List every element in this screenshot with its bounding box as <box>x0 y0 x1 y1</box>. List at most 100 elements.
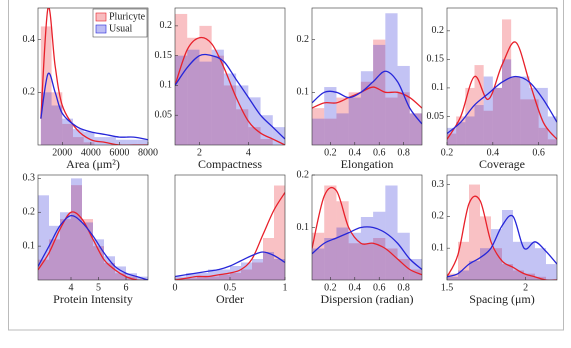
x-tick-label: 8000 <box>138 147 158 158</box>
kde-curve <box>175 251 285 278</box>
axes-box <box>311 7 423 146</box>
kde-curve <box>175 53 285 140</box>
histogram-bar <box>186 278 197 280</box>
histogram-bar <box>211 49 224 145</box>
x-tick-label: 5 <box>96 282 101 293</box>
histogram-bar <box>223 73 237 145</box>
histogram-bar <box>312 248 325 280</box>
x-tick-label: 0 <box>173 282 178 293</box>
y-tick-label: 0.1 <box>297 87 310 98</box>
histogram-bar <box>248 97 261 145</box>
histogram-bar <box>447 276 458 280</box>
histogram-bar <box>474 105 484 145</box>
histogram-bar <box>511 76 521 145</box>
axes-box <box>446 7 558 146</box>
x-tick-label: 0.2 <box>441 147 454 158</box>
plot-area <box>447 184 557 280</box>
histogram-bar <box>511 76 521 145</box>
x-tick-label: 0.6 <box>373 282 386 293</box>
histogram-bar <box>360 243 374 280</box>
axes-box <box>37 7 149 146</box>
histogram-bar <box>104 256 115 280</box>
x-tick-label: 0.4 <box>349 147 362 158</box>
kde-curve <box>447 41 557 140</box>
panel: 2 4 0.05 0.1 0.15 0.2 Compactness <box>155 7 286 171</box>
histogram-bar <box>208 269 219 280</box>
histogram-bar <box>456 122 466 145</box>
y-tick-label: 0.2 <box>297 169 310 180</box>
histogram-bar <box>502 19 512 145</box>
y-tick-label: 0.2 <box>432 211 445 222</box>
histogram-bar <box>483 76 493 145</box>
histogram-bar <box>336 227 349 280</box>
y-tick-label: 0.3 <box>23 173 36 184</box>
histogram-bar <box>263 252 274 280</box>
histogram-bar <box>397 65 410 145</box>
histogram-bar <box>520 76 530 145</box>
x-tick-label: 0.2 <box>324 147 337 158</box>
histogram-bar <box>502 210 513 280</box>
histogram-bar <box>373 238 386 280</box>
histogram-bar <box>546 264 557 280</box>
plot-area <box>38 178 148 280</box>
histogram-bar <box>186 273 197 280</box>
histogram-bar <box>230 273 241 280</box>
histogram-bar <box>71 185 82 280</box>
x-tick-label: 4 <box>246 147 251 158</box>
x-axis-label: Order <box>216 292 244 306</box>
kde-curve <box>447 214 557 278</box>
histogram-bar <box>535 248 546 280</box>
histogram-bar <box>373 44 386 145</box>
x-axis-label: Area (μm²) <box>66 157 120 171</box>
histogram-bar <box>397 232 410 280</box>
histogram-bar <box>312 108 325 145</box>
histogram-bar <box>175 276 186 280</box>
axes-box <box>37 174 149 281</box>
y-tick-label: 0.1 <box>432 82 445 93</box>
histogram-bar <box>236 85 249 145</box>
histogram-bar <box>458 270 469 280</box>
x-axis-label: Compactness <box>198 157 262 171</box>
histogram-bar <box>480 216 491 280</box>
histogram-bar <box>348 92 361 145</box>
histogram-bar <box>105 137 116 145</box>
plot-area <box>312 13 422 145</box>
histogram-bar <box>40 26 52 145</box>
legend-swatch <box>95 24 107 34</box>
y-tick-label: 0.15 <box>155 50 173 61</box>
x-tick-label: 2000 <box>52 147 72 158</box>
kde-curve <box>447 75 557 135</box>
histogram-bar <box>547 116 557 145</box>
x-axis-label: Protein Intensity <box>53 292 133 306</box>
histogram-bar <box>480 248 491 280</box>
axes-box <box>174 7 286 146</box>
kde-curve <box>40 8 148 145</box>
histogram-bar <box>491 248 502 280</box>
x-tick-label: 4 <box>69 282 74 293</box>
histogram-bar <box>474 65 484 145</box>
histogram-bar <box>223 85 237 145</box>
x-tick-label: 4000 <box>81 147 101 158</box>
histogram-bar <box>547 139 557 145</box>
histogram-bar <box>115 139 127 145</box>
kde-curve <box>40 72 148 141</box>
histogram-bar <box>49 225 60 280</box>
histogram-bar <box>312 232 325 280</box>
histogram-bar <box>38 259 49 280</box>
histogram-bar <box>115 273 126 280</box>
y-tick-label: 0.3 <box>432 179 445 190</box>
histogram-bar <box>336 97 349 145</box>
y-tick-label: 0.2 <box>297 34 310 45</box>
y-tick-label: 0.2 <box>432 25 445 36</box>
histogram-bar <box>458 241 469 280</box>
y-tick-label: 0.15 <box>427 54 445 65</box>
panel: 0.2 0.4 0.6 0.05 0.1 0.15 0.2 Coverage <box>427 7 558 171</box>
x-tick-label: 0.4 <box>349 282 362 293</box>
histogram-bar <box>252 259 263 280</box>
histogram-bar <box>49 239 60 280</box>
histogram-bar <box>529 87 539 145</box>
histogram-bar <box>409 269 422 280</box>
histogram-bar <box>447 127 457 145</box>
histogram-bar <box>126 273 137 280</box>
